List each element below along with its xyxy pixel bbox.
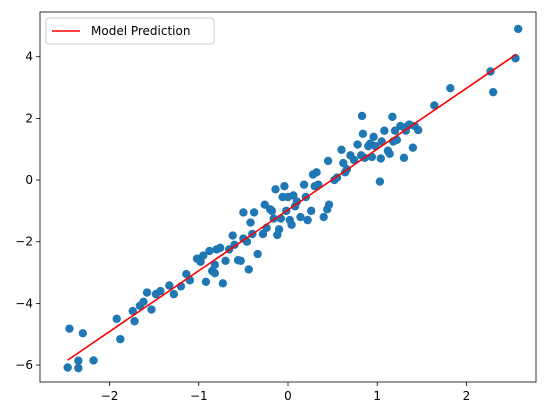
- data-point: [267, 206, 277, 216]
- data-point: [377, 137, 386, 146]
- x-tick-label: −2: [101, 389, 119, 403]
- data-point: [408, 143, 418, 152]
- data-point: [357, 111, 367, 121]
- data-point: [289, 191, 298, 200]
- data-point: [296, 212, 305, 222]
- data-point: [353, 140, 362, 149]
- data-point: [147, 305, 156, 314]
- data-point: [216, 243, 225, 253]
- data-point: [139, 297, 148, 307]
- data-point: [488, 87, 498, 97]
- prediction-line-group: [67, 53, 517, 361]
- data-point: [74, 356, 83, 365]
- y-tick-label: −6: [15, 358, 33, 372]
- data-point: [430, 101, 439, 110]
- data-point: [306, 206, 316, 216]
- data-point: [74, 363, 83, 373]
- data-point: [156, 286, 165, 296]
- data-point: [380, 126, 389, 135]
- data-point: [324, 200, 334, 209]
- data-point: [201, 277, 211, 286]
- data-point: [244, 265, 253, 274]
- model-prediction-line: [67, 53, 517, 361]
- scatter-points: [63, 24, 523, 373]
- data-point: [253, 249, 262, 259]
- data-point: [271, 185, 280, 194]
- data-point: [303, 215, 312, 225]
- data-point: [314, 180, 323, 189]
- y-axis-ticks: −6 −4 −2 0 2 4: [15, 50, 40, 372]
- data-point: [369, 132, 378, 142]
- x-tick-label: 1: [373, 389, 381, 403]
- data-point: [446, 83, 455, 93]
- data-point: [128, 306, 137, 316]
- y-tick-label: −4: [15, 296, 33, 310]
- data-point: [358, 129, 368, 138]
- data-point: [246, 218, 255, 227]
- data-point: [375, 177, 385, 186]
- x-tick-label: −1: [190, 389, 208, 403]
- legend-box: [45, 17, 215, 45]
- data-point: [388, 112, 397, 122]
- legend: Model Prediction: [45, 17, 215, 45]
- y-tick-label: −2: [15, 235, 33, 249]
- x-tick-label: 0: [284, 389, 292, 403]
- x-tick-label: 2: [463, 389, 471, 403]
- data-point: [116, 334, 125, 344]
- data-point: [312, 168, 321, 177]
- data-point: [287, 220, 296, 229]
- data-point: [349, 155, 359, 165]
- y-tick-label: 0: [25, 173, 33, 187]
- data-point: [385, 149, 394, 159]
- data-point: [63, 363, 72, 372]
- data-point: [376, 154, 385, 163]
- data-point: [292, 197, 302, 206]
- data-point: [169, 289, 179, 299]
- data-point: [182, 269, 191, 279]
- data-point: [165, 281, 174, 290]
- data-point: [89, 356, 98, 365]
- data-point: [130, 317, 139, 326]
- data-point: [319, 212, 328, 222]
- data-point: [513, 24, 523, 34]
- data-point: [112, 314, 121, 323]
- data-point: [339, 158, 348, 168]
- data-point: [399, 153, 409, 163]
- data-point: [221, 256, 230, 266]
- x-axis-ticks: −2 −1 0 1 2: [101, 382, 471, 403]
- data-point: [299, 180, 309, 189]
- y-tick-label: 2: [25, 111, 33, 125]
- data-point: [249, 208, 259, 217]
- data-point: [205, 246, 214, 256]
- data-point: [199, 251, 208, 260]
- data-point: [142, 288, 152, 297]
- y-tick-label: 4: [25, 50, 33, 64]
- data-point: [258, 229, 268, 239]
- data-point: [65, 324, 74, 333]
- data-point: [210, 260, 220, 270]
- data-point: [323, 156, 333, 166]
- data-point: [78, 329, 88, 338]
- data-point: [337, 145, 346, 155]
- data-point: [228, 231, 237, 240]
- data-point: [274, 225, 284, 234]
- data-point: [280, 182, 289, 191]
- data-point: [239, 208, 248, 217]
- data-point: [218, 279, 228, 288]
- data-point: [236, 256, 245, 266]
- legend-label: Model Prediction: [91, 24, 190, 38]
- data-point: [210, 268, 220, 278]
- data-point: [414, 125, 423, 135]
